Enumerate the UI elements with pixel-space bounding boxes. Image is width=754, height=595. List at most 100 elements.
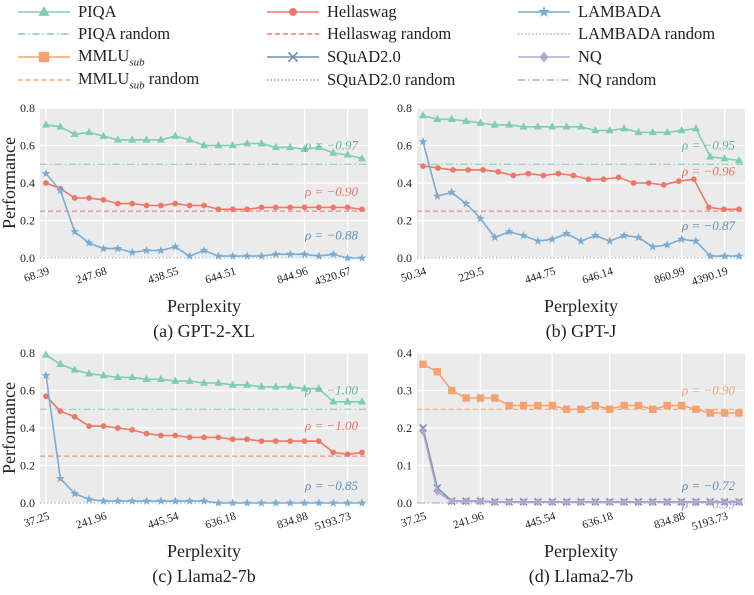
data-point bbox=[662, 240, 672, 249]
data-point bbox=[539, 51, 549, 63]
data-point bbox=[200, 378, 208, 386]
data-point bbox=[41, 169, 51, 178]
data-point bbox=[491, 498, 499, 507]
data-point bbox=[663, 127, 672, 136]
data-point bbox=[271, 142, 280, 151]
data-point bbox=[55, 474, 65, 483]
x-axis-label: Perplexity bbox=[544, 296, 618, 316]
data-point bbox=[142, 245, 151, 255]
data-point bbox=[328, 249, 338, 258]
data-point bbox=[287, 204, 294, 211]
legend: PIQA Hellaswag LAMBADA PIQA random Hella… bbox=[0, 0, 754, 100]
data-point bbox=[56, 359, 65, 368]
data-point bbox=[592, 498, 599, 507]
x-tick-label: 247.68 bbox=[75, 265, 109, 286]
data-point bbox=[357, 253, 367, 262]
data-point bbox=[490, 232, 500, 242]
legend-item: LAMBADA random bbox=[516, 24, 715, 44]
data-point bbox=[547, 234, 557, 243]
data-point bbox=[660, 181, 667, 188]
data-point bbox=[85, 127, 94, 136]
data-point bbox=[330, 204, 337, 211]
data-point bbox=[420, 163, 426, 170]
legend-swatch bbox=[267, 8, 319, 16]
data-point bbox=[538, 5, 550, 17]
data-point bbox=[434, 487, 441, 496]
data-point bbox=[199, 245, 209, 255]
data-point bbox=[257, 382, 266, 390]
data-point bbox=[519, 401, 528, 410]
data-point bbox=[419, 111, 427, 119]
legend-label: PIQA bbox=[78, 2, 117, 21]
data-point bbox=[229, 436, 236, 443]
data-point bbox=[300, 384, 309, 392]
data-point bbox=[228, 380, 237, 388]
y-tick-label: 0.3 bbox=[397, 384, 412, 398]
data-point bbox=[705, 251, 715, 260]
data-point bbox=[242, 498, 252, 507]
chart-caption: (b) GPT-J bbox=[546, 321, 617, 342]
data-point bbox=[71, 195, 78, 201]
data-point bbox=[477, 497, 484, 506]
data-point bbox=[200, 141, 208, 149]
data-point bbox=[690, 176, 697, 183]
data-point bbox=[634, 401, 643, 410]
chart-panel-a: 0.0 0.2 0.4 0.6 0.8 68.39 247.68 438.55 644.51 84… bbox=[0, 100, 377, 350]
data-point bbox=[186, 202, 193, 209]
x-tick-label: 5193.73 bbox=[690, 510, 729, 533]
data-point bbox=[142, 496, 151, 505]
data-point bbox=[570, 172, 577, 179]
legend-item: LAMBADA bbox=[516, 2, 661, 22]
y-tick-label: 0.2 bbox=[20, 459, 35, 473]
data-point bbox=[99, 131, 108, 139]
data-point bbox=[663, 401, 671, 410]
data-point bbox=[519, 230, 528, 240]
data-point bbox=[156, 135, 165, 143]
data-point bbox=[143, 430, 150, 437]
data-point bbox=[649, 405, 657, 413]
legend-label: NQ bbox=[578, 47, 602, 66]
y-tick-label: 0.6 bbox=[20, 384, 35, 398]
x-tick-label: 445.54 bbox=[146, 510, 180, 531]
legend-label: SQuAD2.0 random bbox=[327, 70, 456, 89]
data-point bbox=[418, 137, 428, 146]
data-point bbox=[214, 141, 223, 149]
data-point bbox=[692, 405, 700, 413]
data-point bbox=[562, 229, 572, 238]
data-point bbox=[480, 166, 487, 173]
data-point bbox=[287, 438, 294, 445]
data-point bbox=[462, 394, 470, 402]
data-point bbox=[127, 247, 137, 257]
data-point bbox=[590, 230, 600, 240]
data-point bbox=[86, 423, 92, 430]
y-tick-label: 0.8 bbox=[20, 346, 35, 360]
legend-label: LAMBADA random bbox=[578, 24, 716, 43]
data-point bbox=[634, 127, 643, 136]
x-tick-label: 444.75 bbox=[523, 265, 557, 286]
data-point bbox=[228, 251, 238, 260]
data-point bbox=[215, 434, 222, 441]
data-point bbox=[330, 449, 337, 456]
legend-item: SQuAD2.0 bbox=[265, 47, 401, 67]
data-point bbox=[620, 401, 628, 410]
legend-swatch bbox=[267, 33, 319, 35]
data-point bbox=[533, 236, 543, 245]
data-point bbox=[577, 498, 585, 507]
data-point bbox=[128, 372, 137, 381]
data-point bbox=[271, 249, 281, 258]
y-axis-label: Performance bbox=[0, 137, 19, 229]
data-point bbox=[343, 150, 352, 158]
y-tick-label: 0.2 bbox=[20, 214, 35, 228]
data-point bbox=[450, 166, 456, 173]
data-point bbox=[677, 234, 686, 243]
data-point bbox=[243, 380, 252, 388]
data-point bbox=[170, 496, 180, 505]
chart-panel-b: 0.0 0.2 0.4 0.6 0.8 50.34 229.5 444.75 646.14 860… bbox=[377, 100, 754, 350]
data-point bbox=[43, 180, 49, 186]
x-tick-label: 229.5 bbox=[457, 265, 486, 284]
data-point bbox=[215, 206, 222, 213]
data-point bbox=[615, 174, 622, 181]
legend-label: PIQA random bbox=[78, 24, 171, 43]
data-point bbox=[185, 251, 195, 260]
rho-annotation: ρ = −0.72 bbox=[681, 478, 736, 493]
